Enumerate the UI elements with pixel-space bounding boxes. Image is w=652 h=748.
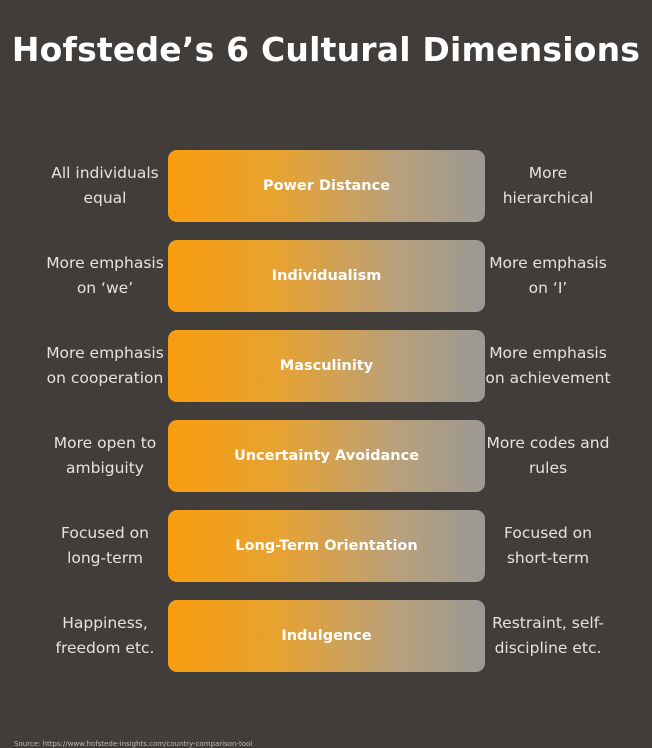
dimension-row-power-distance: All individuals equal Power Distance Mor… bbox=[0, 150, 652, 222]
dimension-name: Uncertainty Avoidance bbox=[233, 448, 420, 464]
dimension-bar: Power Distance bbox=[168, 150, 485, 222]
dimension-bar: Masculinity bbox=[168, 330, 485, 402]
dimension-row-uncertainty-avoidance: More open to ambiguity Uncertainty Avoid… bbox=[0, 420, 652, 492]
dimension-name: Power Distance bbox=[262, 178, 391, 194]
left-pole-label: More open to ambiguity bbox=[53, 434, 157, 477]
right-pole-label: More hierarchical bbox=[502, 164, 594, 207]
dimension-name: Individualism bbox=[271, 268, 382, 284]
dimension-row-masculinity: More emphasis on cooperation Masculinity… bbox=[0, 330, 652, 402]
dimension-row-long-term-orientation: Focused on long-term Long-Term Orientati… bbox=[0, 510, 652, 582]
dimension-bar: Uncertainty Avoidance bbox=[168, 420, 485, 492]
dimension-bar: Long-Term Orientation bbox=[168, 510, 485, 582]
left-pole-label: All individuals equal bbox=[51, 164, 159, 207]
dimension-name: Indulgence bbox=[281, 628, 372, 644]
left-pole-label: Focused on long-term bbox=[61, 524, 149, 567]
dimension-name: Masculinity bbox=[279, 358, 374, 374]
right-pole-label: More codes and rules bbox=[486, 434, 610, 477]
source-citation: Source: https://www.hofstede-insights.co… bbox=[14, 740, 253, 748]
right-pole-label: Focused on short-term bbox=[504, 524, 592, 567]
dimension-row-individualism: More emphasis on ‘we’ Individualism More… bbox=[0, 240, 652, 312]
page-title: Hofstede’s 6 Cultural Dimensions bbox=[11, 30, 641, 69]
right-pole-label: More emphasis on achievement bbox=[485, 344, 611, 387]
dimension-row-indulgence: Happiness, freedom etc. Indulgence Restr… bbox=[0, 600, 652, 672]
right-pole-label: Restraint, self- discipline etc. bbox=[492, 614, 604, 657]
dimension-bar: Individualism bbox=[168, 240, 485, 312]
left-pole-label: Happiness, freedom etc. bbox=[55, 614, 155, 657]
dimension-bar: Indulgence bbox=[168, 600, 485, 672]
right-pole-label: More emphasis on ‘I’ bbox=[489, 254, 607, 297]
dimension-name: Long-Term Orientation bbox=[235, 538, 418, 554]
left-pole-label: More emphasis on cooperation bbox=[46, 344, 164, 387]
left-pole-label: More emphasis on ‘we’ bbox=[46, 254, 164, 297]
